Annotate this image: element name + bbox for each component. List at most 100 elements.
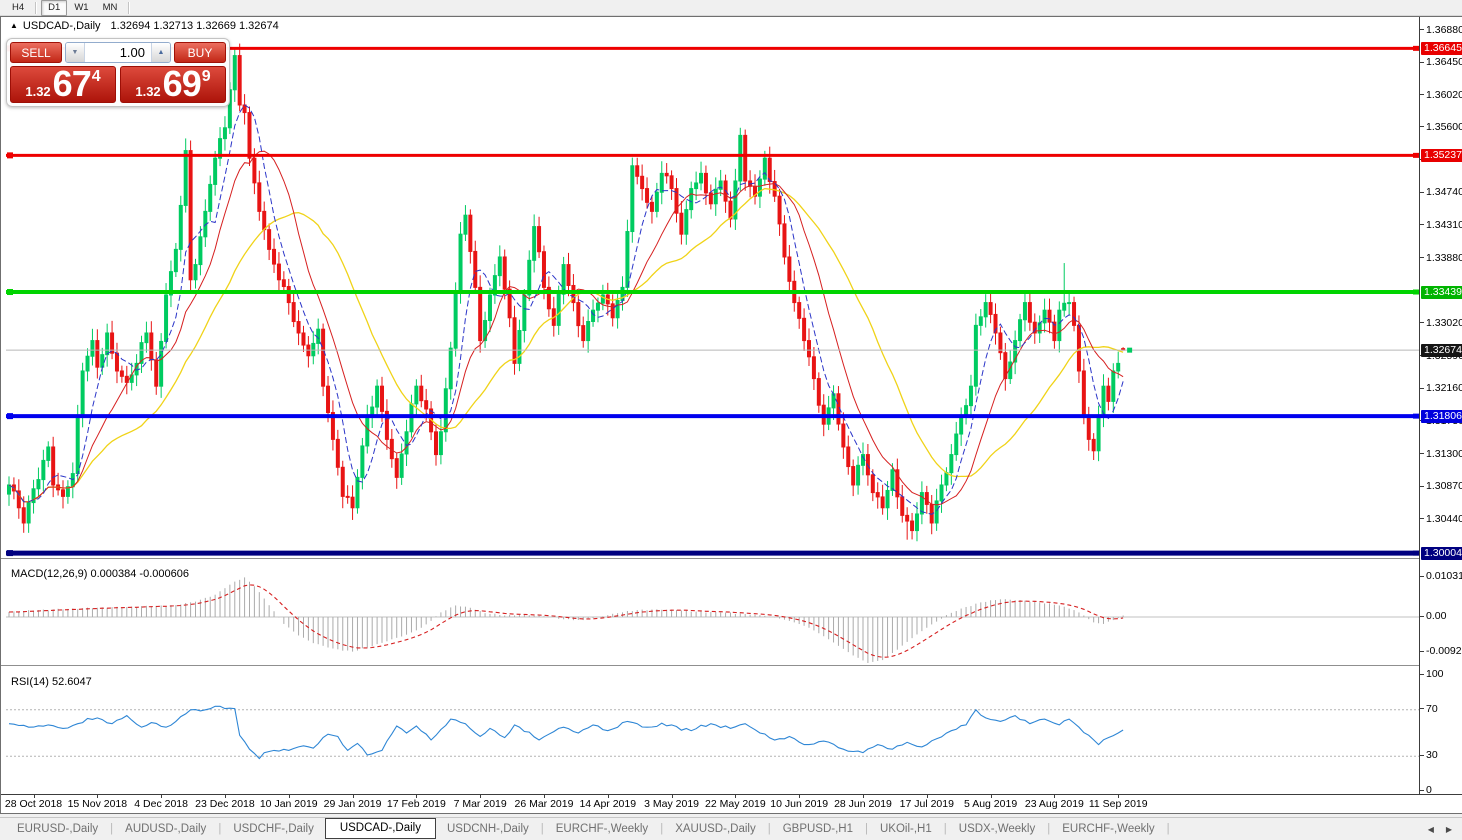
volume-input[interactable] xyxy=(85,43,151,62)
date-label-3-May-2019: 3 May 2019 xyxy=(644,798,700,810)
date-tick xyxy=(1054,795,1056,798)
tab-usdchf-daily[interactable]: USDCHF-,Daily xyxy=(233,823,314,835)
price-tick-1.33020: 1.33020 xyxy=(1420,317,1462,329)
tab-eurchf-weekly[interactable]: EURCHF-,Weekly xyxy=(1062,823,1155,835)
tab-usdx-weekly[interactable]: USDX-,Weekly xyxy=(958,823,1036,835)
price-tick-1.36020: 1.36020 xyxy=(1420,89,1462,101)
rsi-axis-100: 100 xyxy=(1420,668,1444,680)
price-badge-1.32674: 1.32674 xyxy=(1421,343,1462,357)
tab-separator: | xyxy=(218,823,222,835)
date-label-11-Sep-2019: 11 Sep 2019 xyxy=(1088,798,1148,810)
chart-plot[interactable] xyxy=(1,17,1462,815)
price-badge-1.30004: 1.30004 xyxy=(1421,546,1462,560)
price-tick-1.34740: 1.34740 xyxy=(1420,186,1462,198)
price-axis[interactable]: 1.368801.364501.360201.356001.351701.347… xyxy=(1419,17,1462,796)
ask-price-button[interactable]: 1.32 69 9 xyxy=(120,66,226,103)
ask-big-digits: 69 xyxy=(162,63,202,104)
rsi-indicator-label: RSI(14) 52.6047 xyxy=(11,676,92,688)
toolbar-separator xyxy=(35,1,38,14)
date-label-28-Jun-2019: 28 Jun 2019 xyxy=(834,798,892,810)
tab-usdcnh-daily[interactable]: USDCNH-,Daily xyxy=(446,823,529,835)
date-label-7-Mar-2019: 7 Mar 2019 xyxy=(453,798,507,810)
tab-usdcad-daily[interactable]: USDCAD-,Daily xyxy=(324,817,436,839)
chart-symbol-period: USDCAD-,Daily xyxy=(22,20,101,32)
date-label-10-Jun-2019: 10 Jun 2019 xyxy=(770,798,829,810)
date-label-10-Jan-2019: 10 Jan 2019 xyxy=(259,798,318,810)
price-badge-1.31806: 1.31806 xyxy=(1421,409,1462,423)
macd-axis-0.010311: 0.010311 xyxy=(1420,570,1462,582)
rsi-axis-30: 30 xyxy=(1420,749,1438,761)
tab-scroll-arrows: ◀ ▶ xyxy=(1428,825,1452,834)
tab-gbpusd-h1[interactable]: GBPUSD-,H1 xyxy=(782,823,853,835)
sell-button[interactable]: SELL xyxy=(10,42,62,63)
chart-window: ▲ USDCAD-,Daily 1.32694 1.32713 1.32669 1.… xyxy=(0,16,1462,814)
triangle-up-icon: ▲ xyxy=(157,49,165,56)
price-tick-1.31300: 1.31300 xyxy=(1420,448,1462,460)
date-label-28-Oct-2018: 28 Oct 2018 xyxy=(4,798,63,810)
buy-button[interactable]: BUY xyxy=(174,42,226,63)
period-button-w1[interactable]: W1 xyxy=(74,2,89,13)
period-button-d1[interactable]: D1 xyxy=(41,0,68,16)
tab-separator: | xyxy=(865,823,868,835)
price-tick-1.33880: 1.33880 xyxy=(1420,252,1462,264)
date-axis[interactable]: 28 Oct 2018 15 Nov 2018 4 Dec 2018 23 Dec 2… xyxy=(1,794,1462,813)
price-badge-1.35237: 1.35237 xyxy=(1421,148,1462,162)
tab-xauusd-daily[interactable]: XAUUSD-,Daily xyxy=(675,823,756,835)
price-tick-1.34310: 1.34310 xyxy=(1420,219,1462,231)
tab-scroll-right-button[interactable]: ▶ xyxy=(1445,824,1452,834)
bid-big-digits: 67 xyxy=(52,63,92,104)
price-tick-1.30870: 1.30870 xyxy=(1420,480,1462,492)
tab-eurchf-weekly[interactable]: EURCHF-,Weekly xyxy=(555,823,649,835)
date-label-29-Jan-2019: 29 Jan 2019 xyxy=(323,798,382,810)
rsi-axis-0: 0 xyxy=(1420,784,1432,796)
date-label-14-Apr-2019: 14 Apr 2019 xyxy=(579,798,637,810)
date-tick xyxy=(735,795,737,798)
tab-eurusd-daily[interactable]: EURUSD-,Daily xyxy=(17,823,99,835)
bid-price-button[interactable]: 1.32 67 4 xyxy=(10,66,116,103)
date-tick xyxy=(288,795,290,798)
price-tick-1.30440: 1.30440 xyxy=(1420,513,1462,525)
period-button-mn[interactable]: MN xyxy=(102,2,118,13)
date-tick xyxy=(97,795,99,798)
price-badge-1.36645: 1.36645 xyxy=(1421,41,1462,55)
macd-histogram xyxy=(8,577,1124,663)
toolbar-separator xyxy=(128,1,131,14)
date-tick xyxy=(671,795,673,798)
date-label-17-Jul-2019: 17 Jul 2019 xyxy=(899,798,954,810)
date-tick xyxy=(990,795,992,798)
date-label-17-Feb-2019: 17 Feb 2019 xyxy=(386,798,446,810)
date-label-4-Dec-2018: 4 Dec 2018 xyxy=(134,798,188,810)
price-tick-1.36880: 1.36880 xyxy=(1420,24,1462,36)
tab-separator: | xyxy=(110,823,114,835)
date-tick xyxy=(1118,795,1120,798)
bid-prefix: 1.32 xyxy=(25,84,51,99)
price-tick-1.32160: 1.32160 xyxy=(1420,382,1462,394)
candles xyxy=(7,43,1126,542)
triangle-down-icon: ▼ xyxy=(71,49,79,56)
period-button-h4[interactable]: H4 xyxy=(12,2,25,13)
timeframe-toolbar: H4 D1 W1 MN xyxy=(0,0,1462,16)
tab-separator: | xyxy=(660,823,664,835)
price-tick-1.35600: 1.35600 xyxy=(1420,121,1462,133)
date-tick xyxy=(543,795,545,798)
date-tick xyxy=(480,795,482,798)
tab-scroll-left-button[interactable]: ◀ xyxy=(1427,824,1434,834)
date-tick xyxy=(224,795,226,798)
date-label-23-Dec-2018: 23 Dec 2018 xyxy=(195,798,255,810)
macd-axis-0.00: 0.00 xyxy=(1420,610,1446,622)
volume-decrease-button[interactable]: ▼ xyxy=(66,43,85,62)
date-tick xyxy=(416,795,418,798)
tab-audusd-daily[interactable]: AUDUSD-,Daily xyxy=(125,823,207,835)
date-label-5-Aug-2019: 5 Aug 2019 xyxy=(964,798,1018,810)
volume-increase-button[interactable]: ▲ xyxy=(151,43,170,62)
date-tick xyxy=(862,795,864,798)
date-tick xyxy=(161,795,163,798)
chart-ohlc-header: ▲ USDCAD-,Daily 1.32694 1.32713 1.32669 1.… xyxy=(10,20,279,32)
date-label-26-Mar-2019: 26 Mar 2019 xyxy=(514,798,574,810)
tab-ukoil-h1[interactable]: UKOil-,H1 xyxy=(880,823,932,835)
collapse-icon[interactable]: ▲ xyxy=(10,21,18,30)
date-tick xyxy=(352,795,354,798)
date-label-23-Aug-2019: 23 Aug 2019 xyxy=(1024,798,1084,810)
date-tick xyxy=(607,795,609,798)
